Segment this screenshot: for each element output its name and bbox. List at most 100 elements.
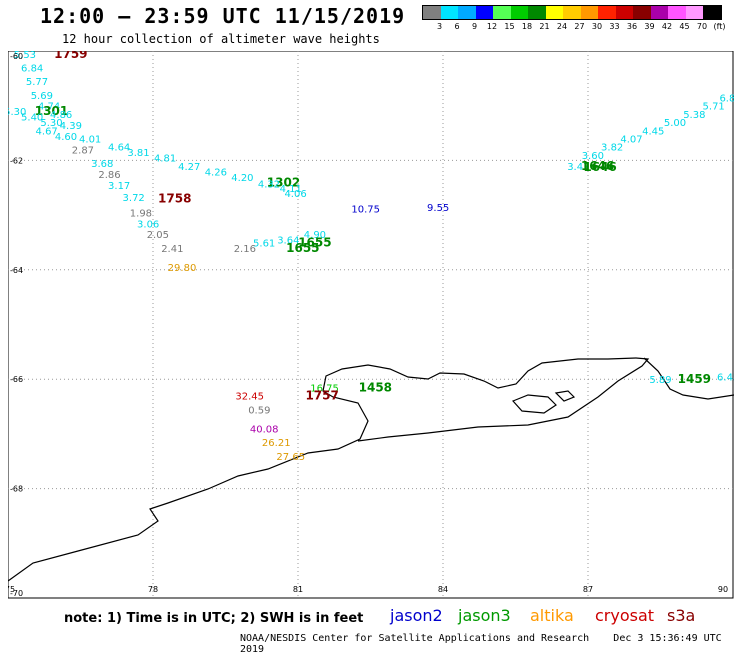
legend-jason2: jason2 — [390, 606, 443, 625]
pass-time-label: 1759 — [54, 51, 87, 61]
wave-height-label: 5.40 — [21, 113, 43, 124]
color-scale-label: 30 — [591, 22, 603, 31]
wave-height-label: 4.06 — [284, 189, 306, 200]
color-scale-swatch — [545, 6, 563, 19]
wave-height-label: 4.32 — [258, 179, 280, 190]
color-scale-swatch — [563, 6, 581, 19]
wave-height-label: 32.45 — [235, 392, 264, 403]
wave-height-label: 5.89 — [649, 375, 671, 386]
color-scale-swatch — [668, 6, 686, 19]
antarctic-coastline — [8, 357, 650, 582]
latitude-label: -66 — [10, 375, 23, 384]
color-scale-label: 33 — [609, 22, 620, 31]
color-scale-swatch — [650, 6, 668, 19]
wave-height-label: 27.65 — [276, 452, 305, 463]
wave-height-label: 9.55 — [427, 203, 449, 214]
longitude-label: 84 — [438, 585, 448, 594]
pass-time-label: 1758 — [158, 192, 191, 206]
wave-height-label: 4.26 — [205, 167, 227, 178]
pass-time-label: 1302 — [267, 175, 300, 189]
color-scale-label: 6 — [454, 22, 460, 31]
color-scale-label: 15 — [504, 22, 515, 31]
wave-height-label: 2.41 — [161, 244, 183, 255]
wave-height-label: 4.60 — [55, 132, 77, 143]
color-scale-label: 9 — [471, 22, 478, 31]
wave-height-label: 4.20 — [231, 173, 253, 184]
pass-time-label: 1646 — [583, 160, 616, 174]
latitude-label: -62 — [10, 156, 23, 165]
pass-time-label: 1655 — [286, 241, 319, 255]
legend-altika: altika — [530, 606, 574, 625]
wave-height-label: 3.81 — [127, 148, 149, 159]
wave-height-label: 6.84 — [21, 63, 43, 74]
ice-shelf-edge — [643, 357, 734, 400]
wave-height-label: 4.74 — [38, 102, 60, 113]
island-1 — [511, 394, 557, 414]
color-scale-label: 21 — [539, 22, 550, 31]
pass-time-label: 1459 — [678, 372, 711, 386]
legend-s3a: s3a — [667, 606, 696, 625]
wave-height-label: 4.45 — [642, 126, 664, 137]
color-scale-swatch — [440, 6, 458, 19]
map-subtitle: 12 hour collection of altimeter wave hei… — [62, 32, 380, 46]
wave-height-label: 3.64 — [277, 236, 299, 247]
wave-height-label: 3.47 — [567, 162, 589, 173]
latitude-label: -60 — [10, 52, 23, 61]
credit-text: NOAA/NESDIS Center for Satellite Applica… — [240, 633, 590, 644]
wave-height-label: 4.11 — [280, 184, 302, 195]
pass-time-label: 1646 — [581, 159, 614, 173]
color-scale-label: 39 — [644, 22, 655, 31]
wave-height-label: 16.75 — [310, 383, 339, 394]
color-scale-label: 42 — [661, 22, 673, 31]
wave-height-label: 4.27 — [178, 162, 200, 173]
wave-height-label: 4.64 — [108, 143, 130, 154]
map-title: 12:00 – 23:59 UTC 11/15/2019 — [40, 4, 406, 28]
color-scale-label: (ft) — [713, 22, 726, 31]
wave-height-label: 10.75 — [351, 205, 380, 216]
color-scale-swatch — [493, 6, 511, 19]
wave-height-label: 0.59 — [248, 405, 270, 416]
wave-height-label: 5.00 — [664, 118, 686, 129]
wave-height-map: 5.5317596.845.775.694.745.3013014.865.40… — [8, 51, 734, 599]
longitude-label: 90 — [718, 585, 728, 594]
color-scale-swatch — [703, 6, 721, 19]
wave-height-label: 40.08 — [250, 424, 279, 435]
wave-height-label: 4.07 — [620, 135, 642, 146]
color-scale-swatch — [475, 6, 493, 19]
wave-height-label: 2.16 — [234, 244, 256, 255]
pass-time-label: 1655 — [298, 235, 331, 249]
latitude-label: -64 — [10, 266, 23, 275]
wave-height-label: 5.77 — [26, 77, 48, 88]
wave-height-label: 4.39 — [60, 121, 82, 132]
color-scale-label: 3 — [436, 22, 443, 31]
longitude-label: 75 — [8, 585, 15, 594]
wave-height-observations: 5.5317596.845.775.694.745.3013014.865.40… — [8, 51, 734, 463]
pass-time-label: 1757 — [305, 389, 338, 403]
wave-height-label: 3.06 — [137, 219, 159, 230]
island-2 — [554, 390, 576, 402]
color-scale-swatch — [598, 6, 616, 19]
color-scale-label: 45 — [679, 22, 690, 31]
wave-height-label: 3.68 — [91, 159, 113, 170]
color-scale-swatch — [528, 6, 546, 19]
color-scale-labels: 3 6 9 12 15 18 21 24 27 30 33 36 39 42 45 70 (ft) — [422, 20, 726, 34]
longitude-label: 78 — [148, 585, 158, 594]
latitude-label: -68 — [10, 485, 23, 494]
wave-height-label: 6.86 — [719, 93, 734, 104]
wave-height-label: 4.86 — [50, 110, 72, 121]
footer-note: note: 1) Time is in UTC; 2) SWH is in fe… — [64, 611, 364, 626]
color-scale-bar — [422, 5, 722, 20]
color-scale-swatch — [510, 6, 528, 19]
wave-height-label: 4.81 — [154, 154, 176, 165]
axis-labels: 75 78 81 84 87 90 -60 -62 -64 -66 -68 -70 — [8, 52, 728, 598]
color-scale-swatch — [633, 6, 651, 19]
color-scale-swatch — [580, 6, 598, 19]
color-scale-label: 18 — [521, 22, 533, 31]
wave-height-label: 3.17 — [108, 181, 130, 192]
wave-height-label: 3.60 — [582, 151, 604, 162]
longitude-label: 81 — [293, 585, 303, 594]
longitude-label: 87 — [583, 585, 593, 594]
color-scale-swatch — [423, 6, 441, 19]
map-frame — [8, 51, 734, 599]
wave-height-label: 2.05 — [147, 230, 169, 241]
